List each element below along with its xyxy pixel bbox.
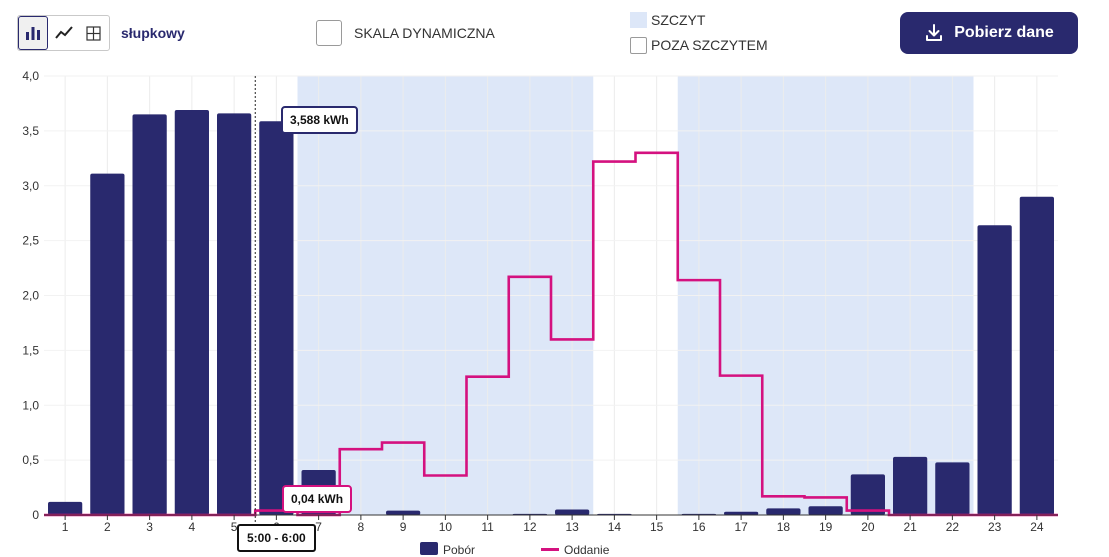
download-label: Pobierz dane — [954, 24, 1054, 41]
y-tick-label: 1,0 — [22, 398, 39, 412]
bar-hour-23 — [977, 225, 1012, 515]
x-tick-label: 16 — [692, 520, 706, 534]
pobor-tooltip: 3,588 kWh — [281, 106, 358, 134]
x-tick-label: 19 — [819, 520, 833, 534]
bar-hour-1 — [48, 501, 83, 515]
download-data-button[interactable]: Pobierz dane — [900, 12, 1078, 54]
bar-chart-view-button[interactable] — [18, 16, 49, 50]
x-tick-label: 3 — [146, 520, 153, 534]
bar-hour-3 — [132, 114, 167, 515]
x-tick-label: 7 — [315, 520, 322, 534]
x-tick-label: 13 — [565, 520, 579, 534]
bar-hour-5 — [217, 113, 252, 515]
y-tick-label: 2,0 — [22, 289, 39, 303]
x-tick-label: 8 — [358, 520, 365, 534]
y-tick-label: 3,0 — [22, 179, 39, 193]
table-view-button[interactable] — [79, 16, 109, 50]
table-icon — [86, 25, 101, 41]
bar-chart-icon — [26, 27, 41, 40]
oddanie-tooltip: 0,04 kWh — [282, 485, 353, 513]
offpeak-label[interactable]: POZA SZCZYTEM — [651, 37, 768, 53]
y-tick-label: 2,5 — [22, 234, 39, 248]
legend-oddanie-label[interactable]: Oddanie — [564, 543, 610, 557]
bar-hour-4 — [174, 110, 209, 516]
bar-hour-17 — [724, 511, 759, 515]
bar-hour-20 — [850, 474, 885, 515]
x-tick-label: 18 — [777, 520, 791, 534]
peak-label: SZCZYT — [651, 12, 706, 28]
bar-hour-6 — [259, 121, 294, 515]
legend-pobor-swatch — [420, 542, 438, 555]
legend-oddanie-swatch — [541, 548, 559, 551]
time-tooltip: 5:00 - 6:00 — [237, 524, 316, 552]
x-tick-label: 15 — [650, 520, 664, 534]
offpeak-checkbox[interactable] — [630, 37, 647, 54]
x-tick-label: 9 — [400, 520, 407, 534]
x-tick-label: 5 — [231, 520, 238, 534]
x-tick-label: 10 — [439, 520, 453, 534]
line-chart-icon — [54, 26, 73, 39]
bar-hour-24 — [1019, 196, 1054, 515]
bar-hour-18 — [766, 508, 801, 515]
dynamic-scale-checkbox[interactable] — [316, 20, 342, 46]
x-tick-label: 20 — [861, 520, 875, 534]
legend-pobor-label[interactable]: Pobór — [443, 543, 476, 557]
y-tick-label: 3,5 — [22, 124, 39, 138]
bar-hour-9 — [386, 510, 421, 515]
x-tick-label: 2 — [104, 520, 111, 534]
bar-hour-2 — [90, 173, 125, 516]
x-tick-label: 24 — [1030, 520, 1044, 534]
bar-hour-19 — [808, 506, 843, 515]
download-icon — [926, 24, 943, 41]
chart-type-switch — [17, 15, 110, 51]
x-tick-label: 17 — [734, 520, 748, 534]
legend: Pobór Oddanie — [0, 540, 1109, 557]
bar-hour-21 — [893, 456, 928, 515]
x-tick-label: 21 — [903, 520, 917, 534]
y-tick-label: 1,5 — [22, 343, 39, 357]
y-tick-label: 0,5 — [22, 453, 39, 467]
y-tick-label: 4,0 — [22, 69, 39, 83]
toolbar: słupkowy SKALA DYNAMICZNA SZCZYT POZA SZ… — [0, 0, 1109, 66]
x-tick-label: 23 — [988, 520, 1002, 534]
view-type-label: słupkowy — [121, 25, 185, 41]
x-tick-label: 11 — [481, 520, 494, 534]
x-tick-label: 4 — [189, 520, 196, 534]
dynamic-scale-label[interactable]: SKALA DYNAMICZNA — [354, 25, 495, 41]
y-tick-label: 0 — [32, 508, 39, 522]
x-tick-label: 14 — [608, 520, 622, 534]
bar-hour-13 — [555, 509, 590, 515]
x-tick-label: 22 — [946, 520, 960, 534]
peak-swatch — [630, 12, 647, 28]
x-tick-label: 1 — [62, 520, 69, 534]
x-tick-label: 12 — [523, 520, 537, 534]
line-chart-view-button[interactable] — [48, 16, 78, 50]
bar-hour-22 — [935, 462, 970, 515]
